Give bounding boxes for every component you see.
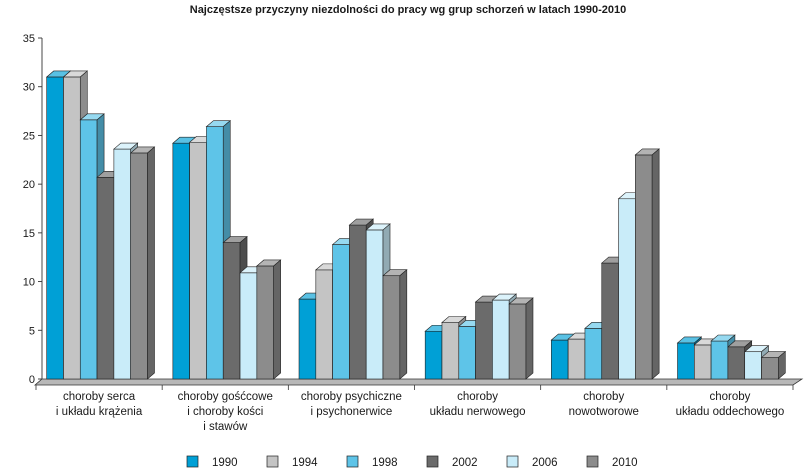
category-label: choroby: [457, 391, 498, 403]
bar-2010: [634, 148, 660, 380]
chart-floor: [33, 378, 804, 390]
bar-2010: [508, 297, 534, 380]
category-label: i układu krążenia: [56, 406, 143, 418]
y-tick-label: 20: [23, 179, 35, 191]
floor-plane: [33, 378, 804, 386]
bar-2010: [256, 259, 282, 380]
legend-label: 1998: [372, 457, 398, 469]
legend-item-2006: 2006: [506, 455, 558, 469]
y-axis: 0 5 10 15 20 25 30 35: [23, 33, 43, 386]
y-tick-label: 15: [23, 228, 35, 240]
category-label: i psychonerwice: [311, 406, 393, 418]
legend-swatch: [586, 455, 599, 468]
legend-swatch: [186, 455, 199, 468]
bar-2010: [382, 269, 408, 380]
y-tick-label: 0: [29, 374, 35, 386]
y-tick-label: 10: [23, 277, 35, 289]
y-tick-label: 30: [23, 82, 35, 94]
category-label: i stawów: [203, 421, 248, 433]
bars-group: [45, 70, 787, 380]
legend: 1990 1994 1998 2002 2006 2010: [186, 455, 638, 469]
category-labels: choroby serca i układu krążenia choroby go…: [56, 391, 784, 433]
legend-item-1994: 1994: [266, 455, 318, 469]
chart-title: Najczęstsze przyczyny niezdolności do pr…: [190, 4, 627, 16]
y-tick-label: 5: [29, 325, 35, 337]
bar-2010: [129, 146, 156, 380]
legend-swatch: [506, 455, 519, 468]
category-label: nowotworowe: [569, 406, 639, 418]
category-label: choroby serca: [63, 391, 136, 403]
legend-item-1990: 1990: [186, 455, 238, 469]
bar-2010: [760, 350, 787, 380]
y-tick-label: 35: [23, 33, 35, 45]
legend-item-2002: 2002: [426, 455, 478, 469]
category-label: i choroby kości: [187, 406, 263, 418]
legend-item-2010: 2010: [586, 455, 638, 469]
category-label: choroby gośćcowe: [178, 391, 273, 403]
category-label: układu nerwowego: [430, 406, 526, 418]
category-label: choroby: [583, 391, 624, 403]
legend-swatch: [426, 455, 439, 468]
legend-label: 1990: [212, 457, 238, 469]
y-tick-label: 25: [23, 130, 35, 142]
legend-item-1998: 1998: [346, 455, 398, 469]
legend-label: 2010: [612, 457, 638, 469]
legend-label: 1994: [292, 457, 318, 469]
legend-label: 2002: [452, 457, 478, 469]
category-label: układu oddechowego: [676, 406, 785, 418]
legend-swatch: [346, 455, 359, 468]
legend-swatch: [266, 455, 279, 468]
category-label: choroby psychiczne: [301, 391, 402, 403]
legend-label: 2006: [532, 457, 558, 469]
category-label: choroby: [709, 391, 750, 403]
